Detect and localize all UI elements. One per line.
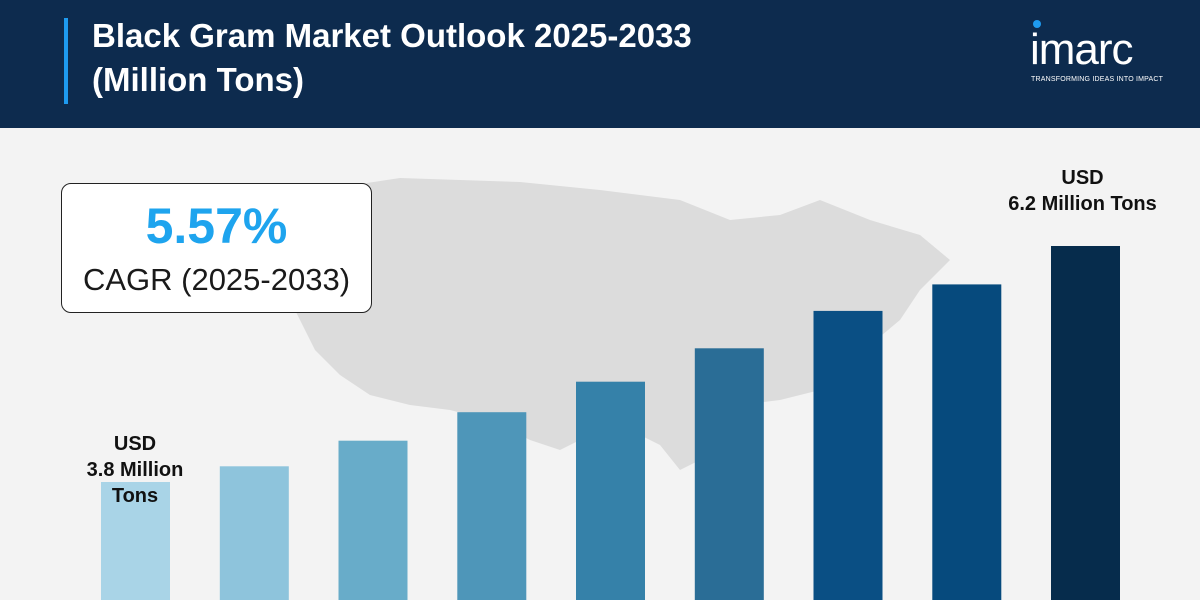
last-annotation-line-1: USD — [1061, 167, 1104, 189]
cagr-callout: 5.57% CAGR (2025-2033) — [61, 183, 372, 313]
bar-2028 — [457, 412, 527, 600]
page-title: Black Gram Market Outlook 2025-2033 (Mil… — [92, 14, 952, 101]
bar-2025 — [101, 482, 170, 600]
usa-map-silhouette-icon — [285, 178, 950, 470]
bar-2029 — [576, 381, 645, 600]
header-banner: Black Gram Market Outlook 2025-2033 (Mil… — [0, 0, 1200, 128]
title-line-1: Black Gram Market Outlook 2025-2033 — [92, 17, 692, 54]
last-annotation-line-2: 6.2 Million Tons — [1008, 193, 1157, 215]
title-accent-bar — [64, 18, 68, 104]
first-annotation-line-1: USD — [113, 433, 157, 455]
imarc-logo: imarc TRANSFORMING IDEAS INTO IMPACT — [1030, 18, 1190, 88]
logo-tagline: TRANSFORMING IDEAS INTO IMPACT — [1031, 76, 1164, 83]
first-annotation-line-2: 3.8 Million — [86, 459, 184, 481]
bar-2033 — [1051, 246, 1120, 600]
bar-2026 — [219, 466, 289, 600]
cagr-label: CAGR (2025-2033) — [82, 262, 351, 297]
bar-2031 — [813, 310, 883, 600]
bar-2027 — [338, 440, 408, 600]
first-bar-annotation: USD 3.8 Million Tons — [70, 431, 200, 509]
cagr-value: 5.57% — [145, 198, 288, 254]
bar-2032 — [932, 284, 1002, 600]
logo-wordmark: imarc — [1030, 25, 1134, 74]
last-bar-annotation: USD 6.2 Million Tons — [990, 165, 1175, 217]
bar-2030 — [694, 348, 764, 600]
logo-dot-icon — [1033, 20, 1041, 28]
title-line-2: (Million Tons) — [92, 60, 305, 98]
first-annotation-line-3: Tons — [111, 485, 159, 507]
